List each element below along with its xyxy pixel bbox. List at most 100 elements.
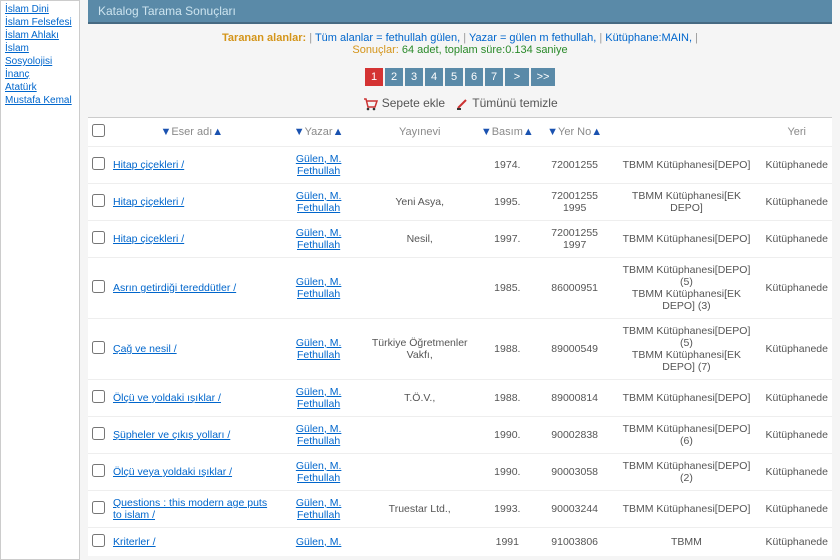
library-cell: TBMM — [611, 527, 761, 556]
year-cell: 1990. — [477, 453, 538, 490]
library-cell: TBMM Kütüphanesi[DEPO] (6) — [611, 416, 761, 453]
title-link[interactable]: Ölçü ve yoldaki ışıklar / — [113, 392, 221, 404]
library-cell: TBMM Kütüphanesi[DEPO] — [611, 220, 761, 257]
table-row: Ölçü ve yoldaki ışıklar / Gülen, M. Fethu… — [88, 379, 832, 416]
col-title[interactable]: ▼Eser adı▲ — [109, 117, 275, 146]
author-link[interactable]: Gülen, M. Fethullah — [296, 190, 342, 214]
row-checkbox[interactable] — [92, 464, 105, 477]
page-next[interactable]: > — [505, 68, 529, 86]
author-link[interactable]: Gülen, M. Fethullah — [296, 337, 342, 361]
author-link[interactable]: Gülen, M. Fethullah — [296, 227, 342, 251]
author-link[interactable]: Gülen, M. Fethullah — [296, 423, 342, 447]
publisher-cell — [363, 257, 477, 318]
year-cell: 1993. — [477, 490, 538, 527]
page-3[interactable]: 3 — [405, 68, 423, 86]
table-actions: Sepete ekle Tümünü temizle — [88, 90, 832, 117]
row-checkbox[interactable] — [92, 341, 105, 354]
library-cell: TBMM Kütüphanesi[DEPO] (5) TBMM Kütüphan… — [611, 257, 761, 318]
clear-all-link[interactable]: Tümünü temizle — [472, 96, 557, 110]
search-info: Taranan alanlar: | Tüm alanlar = fethull… — [88, 24, 832, 64]
library-cell: TBMM Kütüphanesi[DEPO] (5) TBMM Kütüphan… — [611, 318, 761, 379]
row-checkbox[interactable] — [92, 427, 105, 440]
page-last[interactable]: >> — [531, 68, 555, 86]
author-link[interactable]: Gülen, M. — [296, 536, 342, 548]
select-all-checkbox[interactable] — [92, 124, 105, 137]
sidebar-link[interactable]: İnanç — [5, 68, 75, 81]
sidebar-link[interactable]: Atatürk Mustafa Kemal — [5, 81, 75, 107]
page-5[interactable]: 5 — [445, 68, 463, 86]
publisher-cell — [363, 146, 477, 183]
sidebar-link[interactable]: İslam Dini — [5, 3, 75, 16]
publisher-cell: T.Ö.V., — [363, 379, 477, 416]
title-link[interactable]: Kriterler / — [113, 536, 156, 548]
author-link[interactable]: Gülen, M. Fethullah — [296, 386, 342, 410]
callno-cell: 72001255 1997 — [538, 220, 612, 257]
publisher-cell: Türkiye Öğretmenler Vakfı, — [363, 318, 477, 379]
sidebar-link[interactable]: İslam Felsefesi — [5, 16, 75, 29]
callno-cell: 72001255 1995 — [538, 183, 612, 220]
page-2[interactable]: 2 — [385, 68, 403, 86]
row-checkbox[interactable] — [92, 194, 105, 207]
title-link[interactable]: Hitap çiçekleri / — [113, 233, 184, 245]
year-cell: 1990. — [477, 416, 538, 453]
table-row: Questions : this modern age puts to isla… — [88, 490, 832, 527]
col-callno[interactable]: ▼Yer No▲ — [538, 117, 612, 146]
location-cell: Kütüphanede — [761, 146, 832, 183]
title-link[interactable]: Çağ ve nesil / — [113, 343, 177, 355]
location-cell: Kütüphanede — [761, 527, 832, 556]
callno-cell: 91003806 — [538, 527, 612, 556]
callno-cell: 90003058 — [538, 453, 612, 490]
row-checkbox[interactable] — [92, 534, 105, 547]
year-cell: 1995. — [477, 183, 538, 220]
author-link[interactable]: Gülen, M. Fethullah — [296, 276, 342, 300]
year-cell: 1974. — [477, 146, 538, 183]
author-link[interactable]: Gülen, M. Fethullah — [296, 460, 342, 484]
row-checkbox[interactable] — [92, 501, 105, 514]
col-edition[interactable]: ▼Basım▲ — [477, 117, 538, 146]
year-cell: 1991 — [477, 527, 538, 556]
add-cart-link[interactable]: Sepete ekle — [382, 96, 445, 110]
table-row: Kriterler / Gülen, M. 199191003806TBMMKütü… — [88, 527, 832, 556]
cart-icon — [362, 97, 378, 111]
col-library — [611, 117, 761, 146]
publisher-cell: Yeni Asya, — [363, 183, 477, 220]
page-4[interactable]: 4 — [425, 68, 443, 86]
title-link[interactable]: Hitap çiçekleri / — [113, 196, 184, 208]
author-link[interactable]: Gülen, M. Fethullah — [296, 497, 342, 521]
title-link[interactable]: Questions : this modern age puts to isla… — [113, 497, 267, 521]
author-link[interactable]: Gülen, M. Fethullah — [296, 153, 342, 177]
location-cell: Kütüphanede — [761, 416, 832, 453]
title-link[interactable]: Hitap çiçekleri / — [113, 159, 184, 171]
col-location: Yeri — [761, 117, 832, 146]
title-link[interactable]: Ölçü veya yoldaki ışıklar / — [113, 466, 232, 478]
search-term: Yazar = gülen m fethullah, — [466, 32, 599, 44]
page-7[interactable]: 7 — [485, 68, 503, 86]
table-row: Çağ ve nesil / Gülen, M. Fethullah Türkiye… — [88, 318, 832, 379]
location-cell: Kütüphanede — [761, 379, 832, 416]
publisher-cell — [363, 453, 477, 490]
search-label: Taranan alanlar: — [222, 32, 309, 44]
main: Katalog Tarama Sonuçları Taranan alanlar… — [80, 0, 840, 560]
sidebar-link[interactable]: İslam Ahlakı — [5, 29, 75, 42]
row-checkbox[interactable] — [92, 157, 105, 170]
table-row: Hitap çiçekleri / Gülen, M. Fethullah Nesi… — [88, 220, 832, 257]
title-link[interactable]: Asrın getirdiği tereddütler / — [113, 282, 236, 294]
library-cell: TBMM Kütüphanesi[DEPO] — [611, 146, 761, 183]
page-6[interactable]: 6 — [465, 68, 483, 86]
col-author[interactable]: ▼Yazar▲ — [275, 117, 363, 146]
library-cell: TBMM Kütüphanesi[EK DEPO] — [611, 183, 761, 220]
row-checkbox[interactable] — [92, 231, 105, 244]
results-table: ▼Eser adı▲▼Yazar▲Yayınevi▼Basım▲▼Yer No▲… — [88, 117, 832, 556]
row-checkbox[interactable] — [92, 390, 105, 403]
sidebar-link[interactable]: İslam Sosyolojisi — [5, 42, 75, 68]
library-cell: TBMM Kütüphanesi[DEPO] (2) — [611, 453, 761, 490]
clear-icon — [455, 97, 469, 111]
results-label: Sonuçlar: — [352, 44, 402, 56]
page-1[interactable]: 1 — [365, 68, 383, 86]
row-checkbox[interactable] — [92, 280, 105, 293]
year-cell: 1985. — [477, 257, 538, 318]
publisher-cell: Nesil, — [363, 220, 477, 257]
search-term: Kütüphane:MAIN, — [602, 32, 695, 44]
page-title: Katalog Tarama Sonuçları — [88, 0, 832, 24]
title-link[interactable]: Şüpheler ve çıkış yolları / — [113, 429, 230, 441]
